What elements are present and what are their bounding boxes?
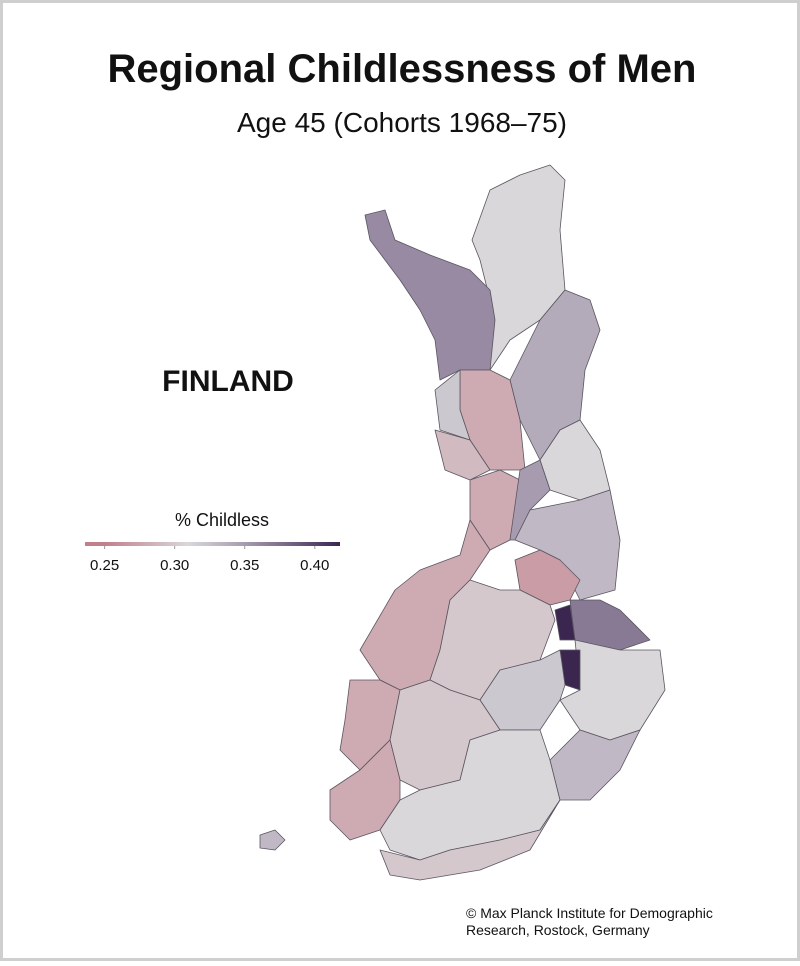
region	[471, 164, 566, 371]
legend-tick-label: 0.40	[300, 557, 329, 574]
legend-ticks: 0.25 0.30 0.35 0.40	[90, 546, 329, 574]
region	[434, 369, 471, 441]
region	[379, 799, 561, 881]
region	[514, 489, 621, 601]
credit: Research, Rostock, Germany	[466, 922, 650, 938]
title: Regional Childlessness of Men	[107, 47, 696, 91]
credit: © Max Planck Institute for Demographic	[466, 905, 713, 921]
legend-tick-label: 0.35	[230, 557, 259, 574]
map	[259, 164, 666, 881]
legend-tick-label: 0.30	[160, 557, 189, 574]
subtitle: Age 45 (Cohorts 1968–75)	[237, 107, 567, 138]
legend-title: % Childless	[175, 510, 269, 530]
country-label: FINLAND	[162, 365, 294, 398]
legend-bar	[85, 542, 340, 546]
region	[434, 429, 491, 481]
legend-tick-label: 0.25	[90, 557, 119, 574]
region	[549, 729, 641, 801]
region	[259, 829, 286, 851]
